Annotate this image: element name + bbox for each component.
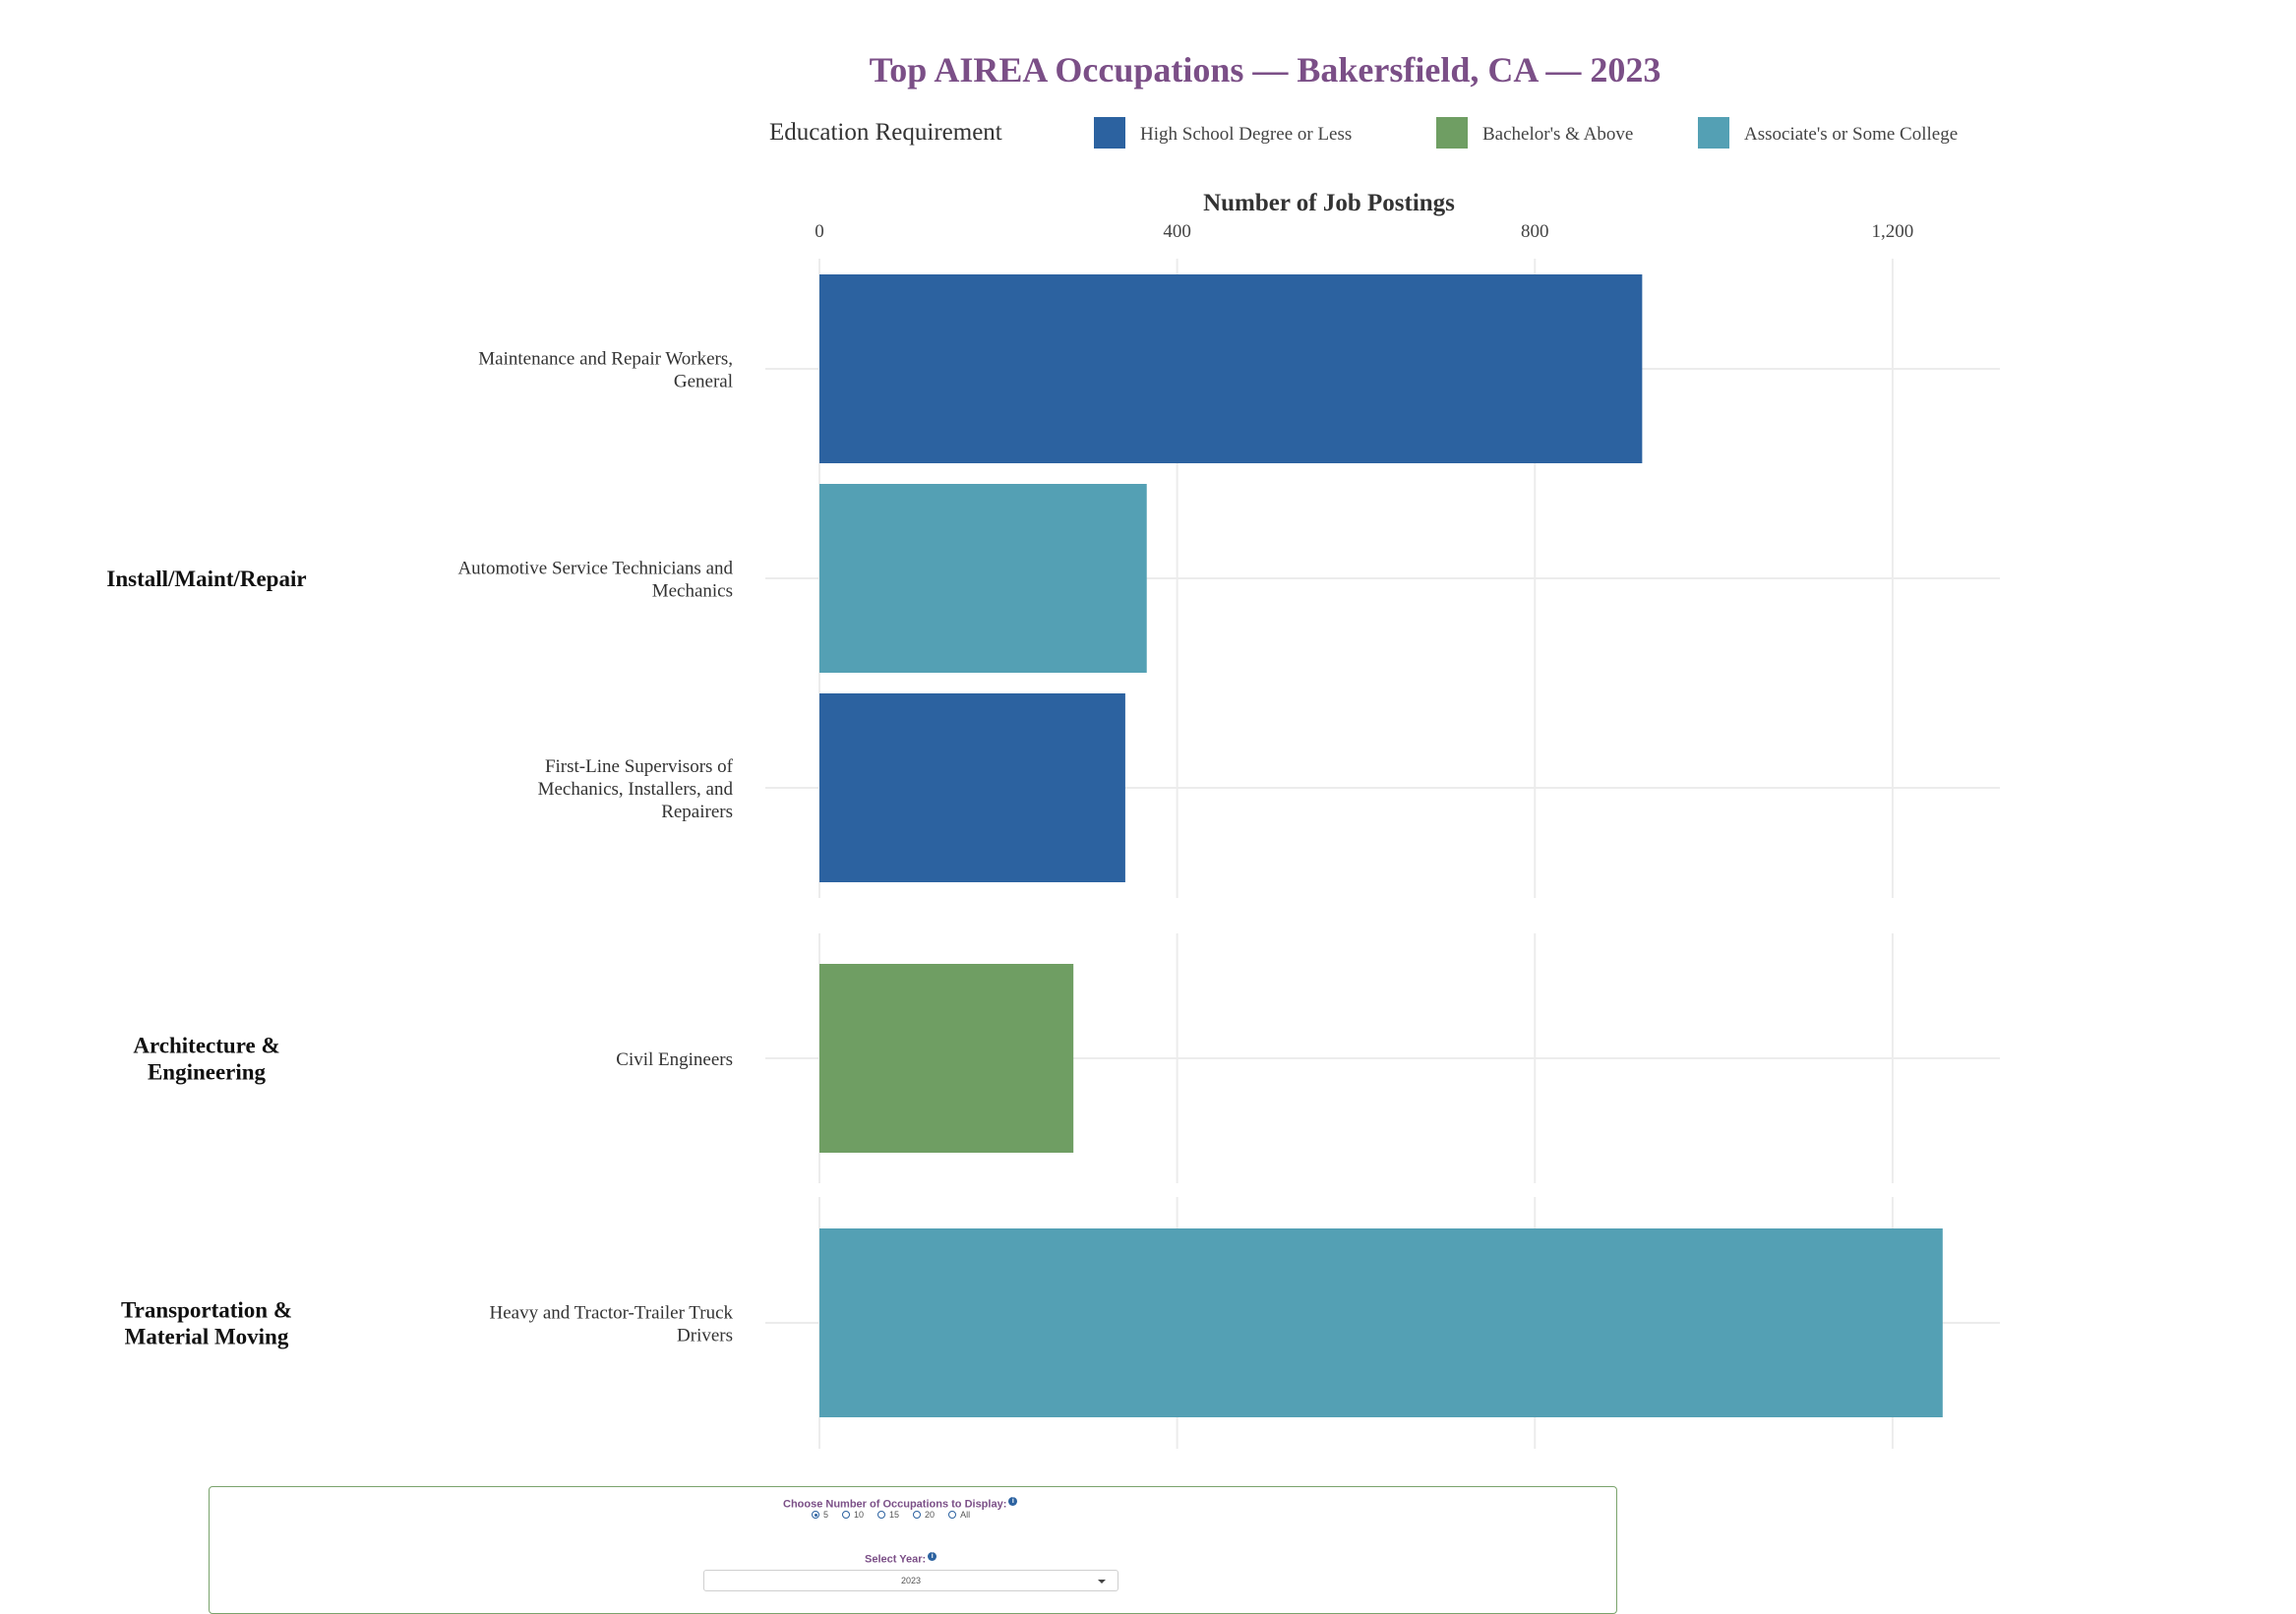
category-label-line: Mechanics xyxy=(652,581,733,602)
category-label: Automotive Service Technicians and Mechan… xyxy=(457,559,733,602)
bar-first-line-supervisors-of-mechanics-installers-and-repairers xyxy=(819,693,1125,882)
legend-label-high-school-degree-or-less: High School Degree or Less xyxy=(1140,124,1352,145)
radio-label: All xyxy=(960,1510,971,1520)
group-label-line: Transportation & xyxy=(121,1298,292,1323)
group-label-line: Architecture & xyxy=(133,1034,279,1058)
category-label-line: First-Line Supervisors of xyxy=(545,756,734,777)
year-select-value: 2023 xyxy=(900,1576,922,1585)
bar-civil-engineers xyxy=(819,964,1074,1153)
group-label-transportation-material-moving: Transportation & Material Moving xyxy=(121,1298,292,1349)
category-label-line: General xyxy=(674,372,733,392)
radio-button[interactable] xyxy=(877,1511,886,1519)
group-label-line: Engineering xyxy=(148,1060,267,1085)
year-label-wrap: Select Year: i xyxy=(865,1552,937,1566)
chevron-down-icon xyxy=(1098,1580,1106,1584)
radio-button[interactable] xyxy=(842,1511,851,1519)
radio-button[interactable] xyxy=(913,1511,922,1519)
category-label: Heavy and Tractor-Trailer Truck Drivers xyxy=(490,1303,734,1346)
category-label-line: Civil Engineers xyxy=(616,1049,733,1070)
radio-option-10[interactable]: 10 xyxy=(842,1510,864,1520)
category-label-line: Repairers xyxy=(661,802,733,822)
group-label-line: Material Moving xyxy=(125,1325,289,1349)
x-axis-ticks: 0 400 800 1,200 xyxy=(815,221,1913,242)
chart: Top AIREA Occupations — Bakersfield, CA … xyxy=(106,50,2000,1449)
category-label: Maintenance and Repair Workers, General xyxy=(478,349,733,392)
category-label-line: Mechanics, Installers, and xyxy=(538,779,734,800)
x-tick-label: 1,200 xyxy=(1872,221,1914,242)
radio-option-15[interactable]: 15 xyxy=(877,1510,899,1520)
group-label-architecture-engineering: Architecture & Engineering xyxy=(133,1034,279,1085)
legend: High School Degree or Less Bachelor's & A… xyxy=(1094,117,1958,149)
bar-maintenance-and-repair-workers-general xyxy=(819,274,1643,463)
category-label-line: Heavy and Tractor-Trailer Truck xyxy=(490,1303,734,1324)
occupation-count-label: Choose Number of Occupations to Display: xyxy=(783,1498,1007,1511)
info-icon[interactable]: i xyxy=(928,1552,937,1561)
legend-swatch-bachelor-s-above xyxy=(1436,117,1468,149)
category-label-line: Drivers xyxy=(677,1326,733,1346)
legend-label-associate-s-or-some-college: Associate's or Some College xyxy=(1744,124,1958,145)
category-label: Civil Engineers xyxy=(616,1049,733,1070)
count-label-wrap: Choose Number of Occupations to Display:… xyxy=(783,1497,1018,1511)
category-label-line: Automotive Service Technicians and xyxy=(457,559,733,579)
info-icon[interactable]: i xyxy=(1008,1497,1018,1506)
legend-swatch-associate-s-or-some-college xyxy=(1698,117,1729,149)
controls-panel: Choose Number of Occupations to Display:… xyxy=(209,1486,1617,1614)
category-label-line: Maintenance and Repair Workers, xyxy=(478,349,733,370)
radio-label: 20 xyxy=(925,1510,936,1520)
year-label: Select Year: xyxy=(865,1553,927,1566)
radio-option-20[interactable]: 20 xyxy=(913,1510,935,1520)
x-tick-label: 400 xyxy=(1163,221,1191,242)
category-label: First-Line Supervisors of Mechanics, Inst… xyxy=(538,756,734,822)
radio-button[interactable] xyxy=(948,1511,957,1519)
radio-option-all[interactable]: All xyxy=(948,1510,970,1520)
radio-label: 15 xyxy=(889,1510,900,1520)
occupation-count-radio-group: 5 10 15 20 All xyxy=(812,1510,970,1520)
x-axis-title: Number of Job Postings xyxy=(1203,190,1455,216)
legend-label-bachelor-s-above: Bachelor's & Above xyxy=(1482,124,1633,145)
group-label-line: Install/Maint/Repair xyxy=(106,567,306,591)
radio-label: 5 xyxy=(823,1510,829,1520)
bar-automotive-service-technicians-and-mechanics xyxy=(819,484,1147,673)
legend-title: Education Requirement xyxy=(769,119,1002,146)
year-select[interactable]: 2023 xyxy=(703,1570,1118,1591)
group-label-install-maint-repair: Install/Maint/Repair xyxy=(106,567,306,591)
chart-title: Top AIREA Occupations — Bakersfield, CA … xyxy=(870,50,1662,90)
bar-heavy-and-tractor-trailer-truck-drivers xyxy=(819,1228,1943,1417)
radio-button[interactable] xyxy=(812,1511,819,1519)
chart-panels: Maintenance and Repair Workers, General Au… xyxy=(106,259,2000,1449)
x-tick-label: 800 xyxy=(1521,221,1549,242)
legend-swatch-high-school-degree-or-less xyxy=(1094,117,1125,149)
x-tick-label: 0 xyxy=(815,221,824,242)
radio-option-5[interactable]: 5 xyxy=(812,1510,828,1520)
radio-label: 10 xyxy=(854,1510,865,1520)
